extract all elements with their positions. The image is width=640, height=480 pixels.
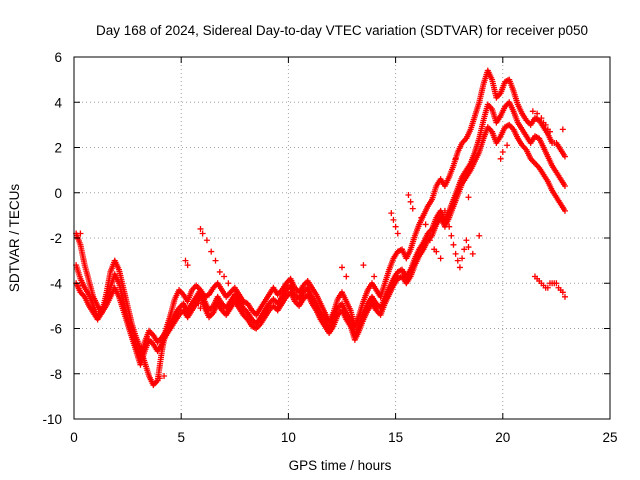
data-point: [161, 373, 168, 380]
data-point: [448, 232, 455, 239]
data-point: [450, 241, 457, 248]
x-tick-label: 0: [70, 430, 78, 445]
y-tick-label: 4: [54, 95, 62, 110]
data-point: [197, 305, 204, 312]
y-tick-label: -8: [50, 367, 62, 382]
data-point: [446, 223, 453, 230]
data-point: [452, 250, 459, 257]
x-tick-label: 15: [388, 430, 403, 445]
x-tick-label: 5: [177, 430, 185, 445]
data-point: [392, 223, 399, 230]
data-point: [465, 194, 472, 201]
y-tick-label: 0: [54, 186, 62, 201]
data-point: [463, 237, 470, 244]
x-tick-label: 25: [602, 430, 617, 445]
data-point: [544, 284, 551, 291]
data-point: [454, 257, 461, 264]
grid-lines: [74, 57, 610, 419]
data-point: [561, 207, 568, 214]
data-point: [534, 110, 541, 117]
data-point: [216, 268, 223, 275]
data-point: [504, 142, 511, 149]
y-tick-label: 6: [54, 50, 62, 65]
chart-title: Day 168 of 2024, Sidereal Day-to-day VTE…: [96, 23, 588, 38]
data-point: [559, 126, 566, 133]
data-point: [422, 221, 429, 228]
data-point: [388, 210, 395, 217]
data-point: [77, 230, 84, 237]
data-point: [553, 280, 560, 287]
y-tick-label: -2: [50, 231, 62, 246]
y-axis-label: SDTVAR / TECUs: [7, 184, 22, 293]
data-point: [452, 155, 459, 162]
data-point: [559, 289, 566, 296]
y-axis-ticks: -10 -8 -6 -4 -2 0 2 4 6: [42, 50, 610, 427]
data-point: [426, 237, 433, 244]
data-point: [441, 207, 448, 214]
data-point: [184, 262, 191, 269]
data-point: [221, 273, 228, 280]
data-point: [529, 108, 536, 115]
data-point: [418, 214, 425, 221]
data-point: [459, 255, 466, 262]
data-point: [203, 237, 210, 244]
data-point: [476, 232, 483, 239]
x-axis-label: GPS time / hours: [289, 458, 392, 473]
data-point: [195, 300, 202, 307]
data-point: [542, 121, 549, 128]
data-point: [405, 192, 412, 199]
data-point: [199, 230, 206, 237]
data-point: [79, 282, 86, 289]
data-point: [437, 255, 444, 262]
x-tick-label: 20: [495, 430, 510, 445]
data-point: [444, 214, 451, 221]
data-point: [371, 273, 378, 280]
data-point: [433, 248, 440, 255]
data-point: [343, 273, 350, 280]
data-point: [499, 149, 506, 156]
y-tick-label: 2: [54, 141, 62, 156]
data-point: [469, 250, 476, 257]
data-point: [465, 244, 472, 251]
data-point: [197, 225, 204, 232]
data-point: [390, 216, 397, 223]
data-point: [497, 155, 504, 162]
data-point: [561, 182, 568, 189]
data-point: [546, 128, 553, 135]
data-point: [394, 230, 401, 237]
data-point: [212, 257, 219, 264]
x-tick-label: 10: [281, 430, 296, 445]
data-point: [156, 375, 163, 382]
data-point: [360, 262, 367, 269]
data-point: [561, 153, 568, 160]
x-axis-ticks: 0 5 10 15 20 25: [70, 57, 618, 445]
y-tick-label: -10: [42, 412, 62, 427]
data-point: [407, 198, 414, 205]
data-points: [73, 67, 568, 389]
data-point: [456, 264, 463, 271]
data-point: [182, 257, 189, 264]
y-tick-label: -4: [50, 276, 62, 291]
data-point: [409, 205, 416, 212]
y-tick-label: -6: [50, 322, 62, 337]
data-point: [538, 115, 545, 122]
data-point: [461, 246, 468, 253]
data-point: [208, 248, 215, 255]
data-point: [225, 280, 232, 287]
data-point: [339, 264, 345, 271]
data-point: [561, 293, 568, 300]
